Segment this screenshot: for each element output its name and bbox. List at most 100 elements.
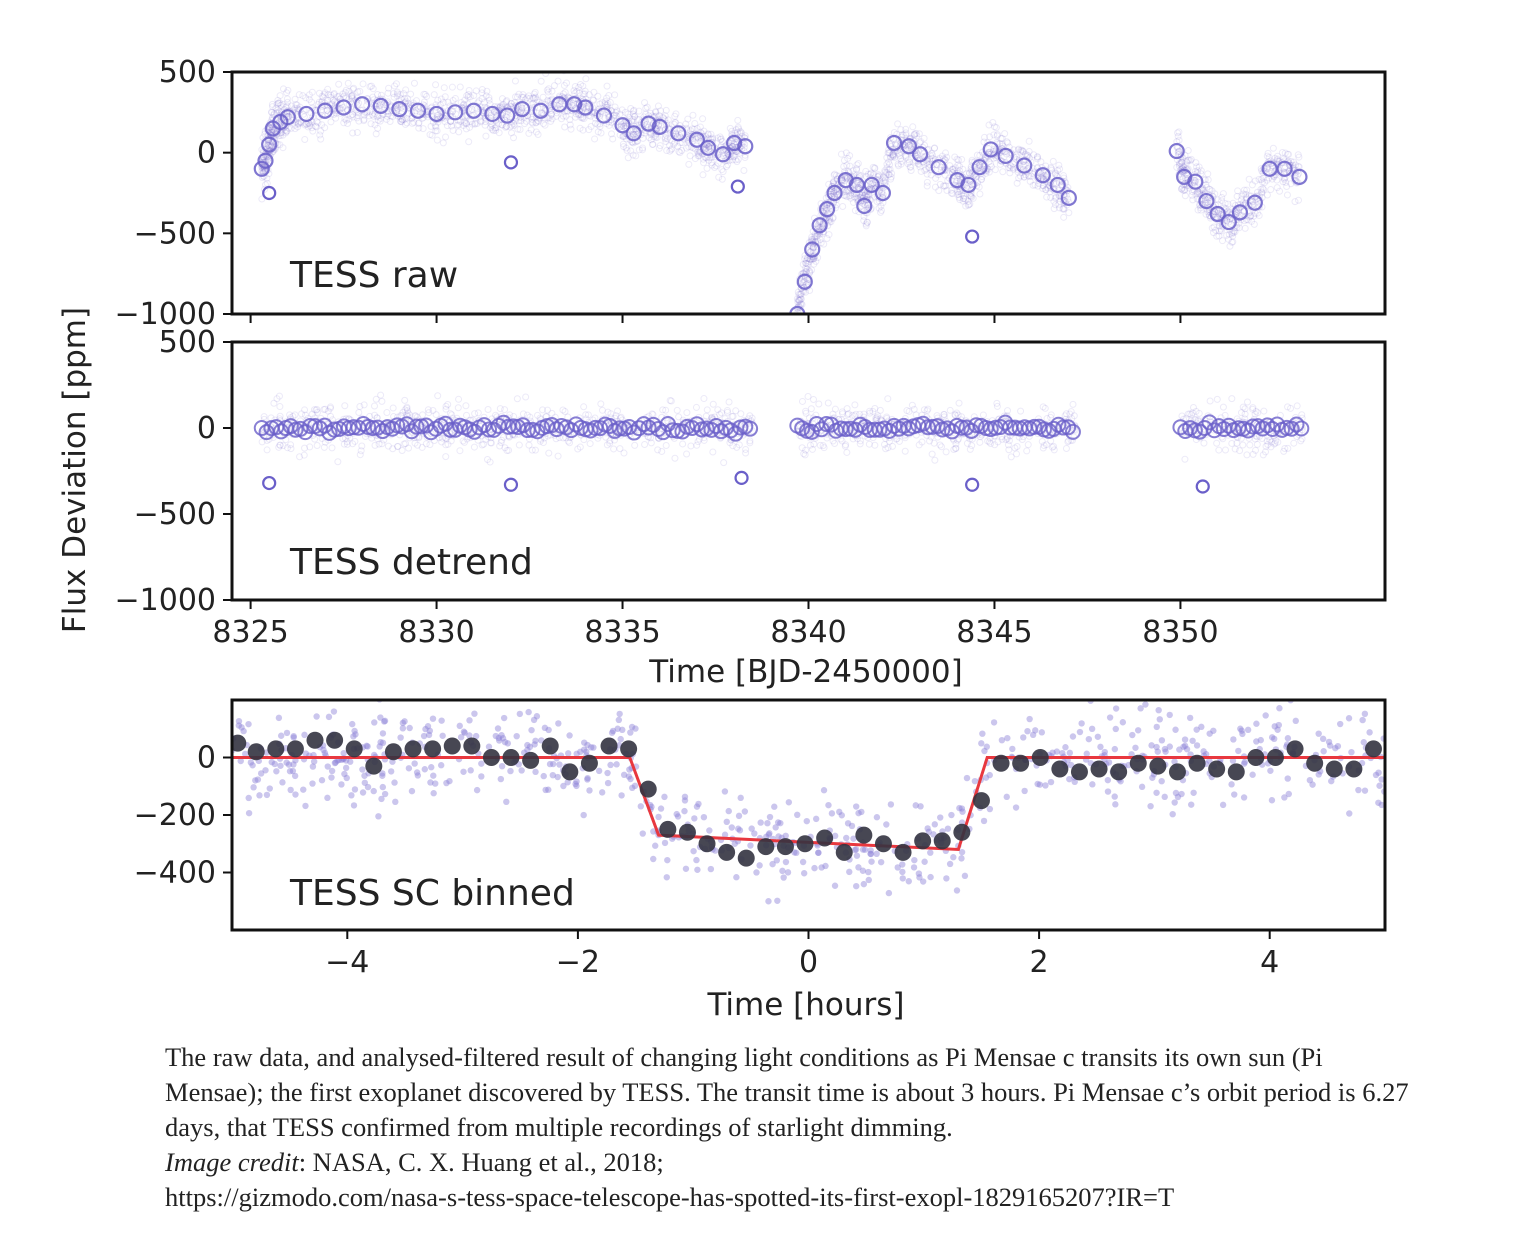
raw-faint-point	[291, 95, 299, 103]
raw-faint-point	[942, 149, 950, 157]
raw-faint-point	[1036, 169, 1044, 177]
raw-faint-point	[1181, 192, 1189, 200]
detrend-faint-point	[723, 406, 731, 414]
binned-raw-point	[471, 710, 478, 717]
raw-faint-point	[324, 85, 332, 93]
raw-faint-point	[705, 146, 713, 154]
detrend-faint-point	[559, 434, 567, 442]
raw-faint-point	[886, 165, 894, 173]
detrend-faint-point	[597, 400, 605, 408]
raw-faint-point	[830, 177, 838, 185]
detrend-faint-point	[273, 395, 281, 403]
raw-faint-point	[258, 195, 266, 203]
detrend-faint-point	[263, 446, 271, 454]
raw-faint-point	[335, 80, 343, 88]
detrend-faint-point	[1181, 455, 1189, 463]
detrend-faint-point	[802, 446, 810, 454]
raw-faint-point	[279, 100, 287, 108]
binned-raw-point	[707, 865, 715, 873]
raw-faint-point	[985, 168, 993, 176]
binned-raw-point	[958, 855, 965, 862]
raw-faint-point	[1208, 224, 1216, 232]
raw-faint-point	[1007, 162, 1015, 170]
detrend-faint-point	[915, 441, 923, 449]
raw-faint-point	[488, 126, 496, 134]
raw-faint-point	[1234, 208, 1242, 216]
raw-faint-point	[371, 121, 379, 129]
detrend-faint-point	[429, 406, 437, 414]
raw-faint-point	[1249, 197, 1257, 205]
raw-faint-point	[370, 112, 378, 120]
raw-faint-point	[551, 105, 559, 113]
raw-faint-point	[1174, 132, 1182, 140]
raw-faint-point	[1214, 207, 1222, 215]
detrend-faint-point	[425, 409, 433, 417]
detrend-faint-point	[1243, 451, 1251, 459]
raw-faint-point	[332, 114, 340, 122]
raw-faint-point	[1021, 150, 1029, 158]
raw-data-point	[1220, 213, 1237, 231]
detrend-faint-point	[598, 406, 606, 414]
detrend-faint-point	[372, 395, 380, 403]
raw-faint-point	[717, 136, 725, 144]
raw-faint-point	[740, 167, 748, 175]
raw-faint-point	[907, 143, 915, 151]
detrend-faint-point	[742, 446, 750, 454]
raw-faint-point	[1003, 138, 1011, 146]
binned-raw-point	[1292, 717, 1299, 725]
raw-faint-point	[482, 92, 490, 100]
detrend-faint-point	[401, 396, 409, 404]
raw-x-axis-ticks	[249, 314, 1182, 323]
binned-raw-point	[405, 765, 413, 772]
detrend-xtick-label: 8325	[212, 615, 288, 650]
detrend-faint-point	[951, 410, 959, 418]
raw-faint-point	[1190, 178, 1198, 186]
raw-faint-point	[935, 187, 943, 195]
raw-faint-point	[282, 129, 290, 137]
raw-faint-point	[985, 148, 993, 156]
raw-faint-point	[825, 180, 833, 188]
raw-faint-point	[334, 93, 342, 101]
raw-faint-point	[676, 131, 684, 139]
raw-faint-point	[854, 194, 862, 202]
raw-faint-point	[348, 91, 356, 99]
detrend-faint-point	[470, 443, 478, 451]
raw-faint-point	[470, 91, 478, 99]
raw-faint-point	[846, 192, 854, 200]
raw-faint-point	[517, 117, 525, 125]
raw-faint-point	[383, 115, 391, 123]
raw-faint-point	[368, 111, 376, 119]
raw-faint-point	[563, 79, 571, 87]
raw-data-point	[257, 152, 274, 169]
binned-raw-point	[853, 852, 861, 859]
raw-faint-point	[862, 220, 870, 228]
raw-faint-point	[529, 94, 537, 102]
detrend-faint-point	[940, 410, 948, 418]
raw-faint-point	[740, 143, 748, 151]
raw-faint-point	[339, 90, 347, 98]
raw-faint-point	[616, 110, 624, 118]
binned-raw-point	[1138, 783, 1146, 791]
raw-faint-point	[1223, 231, 1231, 239]
binned-raw-point	[439, 732, 446, 739]
raw-faint-point	[1273, 156, 1281, 164]
detrend-faint-point	[1061, 412, 1069, 420]
binned-raw-point	[503, 798, 510, 806]
detrend-faint-point	[829, 410, 837, 418]
raw-faint-point	[732, 156, 740, 164]
detrend-faint-point	[328, 444, 336, 452]
raw-faint-point	[480, 98, 488, 106]
raw-faint-point	[452, 110, 460, 118]
raw-faint-point	[954, 191, 962, 199]
raw-faint-point	[702, 144, 710, 152]
binned-raw-point	[868, 858, 875, 865]
raw-faint-point	[365, 112, 373, 120]
raw-faint-point	[902, 129, 910, 137]
detrend-faint-point	[714, 406, 722, 414]
raw-faint-point	[318, 101, 326, 109]
binned-raw-point	[1366, 729, 1373, 736]
binned-raw-point	[986, 771, 993, 779]
detrend-faint-point	[334, 458, 342, 466]
raw-faint-point	[274, 99, 282, 107]
raw-faint-point	[400, 90, 408, 98]
